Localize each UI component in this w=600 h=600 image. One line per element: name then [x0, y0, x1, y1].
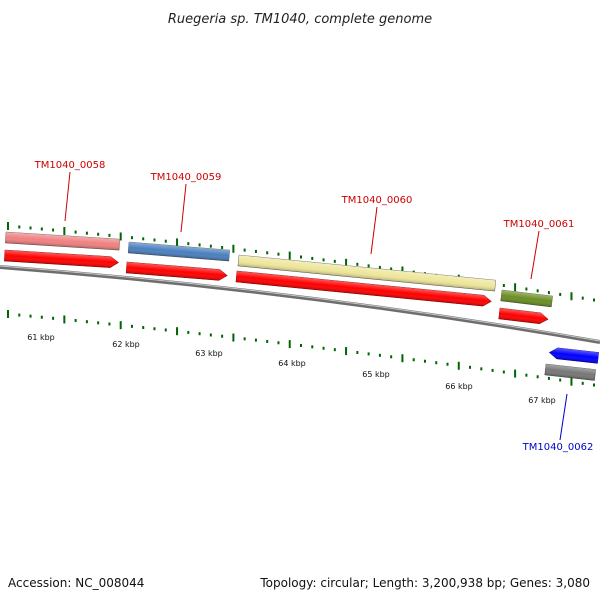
- label-leader-tm1040_0058: [64, 171, 71, 222]
- gene-bar-tm1040_0062: [544, 363, 596, 381]
- backbone-highlight: [0, 265, 600, 342]
- backbone-line: [0, 265, 600, 344]
- gene-label-tm1040_0058: TM1040_0058: [34, 160, 106, 171]
- gene-bar-tm1040_0059: [127, 241, 230, 262]
- scale-label: 61 kbp: [27, 333, 55, 342]
- gene-labels: TM1040_0058 TM1040_0059 TM1040_0060 TM1040_…: [34, 160, 594, 453]
- accession-text: Accession: NC_008044: [8, 576, 144, 590]
- topology-summary-text: Topology: circular; Length: 3,200,938 bp…: [259, 576, 590, 590]
- gene-bar-tm1040_0061: [500, 289, 553, 308]
- label-leader-tm1040_0059: [180, 183, 187, 233]
- cds-arrow-tm1040_0062: [548, 347, 599, 364]
- cds-arrow-tm1040_0061: [498, 307, 549, 325]
- cds-arrow-tm1040_0059: [125, 261, 228, 281]
- gene-label-tm1040_0059: TM1040_0059: [150, 172, 222, 183]
- gene-label-tm1040_0060: TM1040_0060: [341, 195, 413, 206]
- cds-arrow-tm1040_0060: [235, 270, 492, 307]
- map-title: Ruegeria sp. TM1040, complete genome: [168, 12, 432, 27]
- label-leader-tm1040_0061: [530, 230, 540, 280]
- scale-label: 64 kbp: [278, 359, 306, 368]
- scale-label: 62 kbp: [112, 340, 140, 349]
- gene-bar-tm1040_0058: [5, 231, 120, 251]
- gene-bar-tm1040_0060: [237, 254, 496, 292]
- scale-labels: 61 kbp 62 kbp 63 kbp 64 kbp 65 kbp 66 kbp 67 k…: [27, 333, 556, 405]
- gene-label-tm1040_0061: TM1040_0061: [503, 219, 575, 230]
- scale-label: 63 kbp: [195, 349, 223, 358]
- label-leader-tm1040_0060: [370, 206, 378, 255]
- cds-arrow-tm1040_0058: [4, 249, 119, 268]
- scale-label: 66 kbp: [445, 382, 473, 391]
- backbone: [0, 265, 600, 344]
- scale-label: 67 kbp: [528, 396, 556, 405]
- label-leader-tm1040_0062: [559, 393, 568, 441]
- scale-label: 65 kbp: [362, 370, 390, 379]
- gene-features: [4, 231, 599, 381]
- gene-label-tm1040_0062: TM1040_0062: [522, 442, 594, 453]
